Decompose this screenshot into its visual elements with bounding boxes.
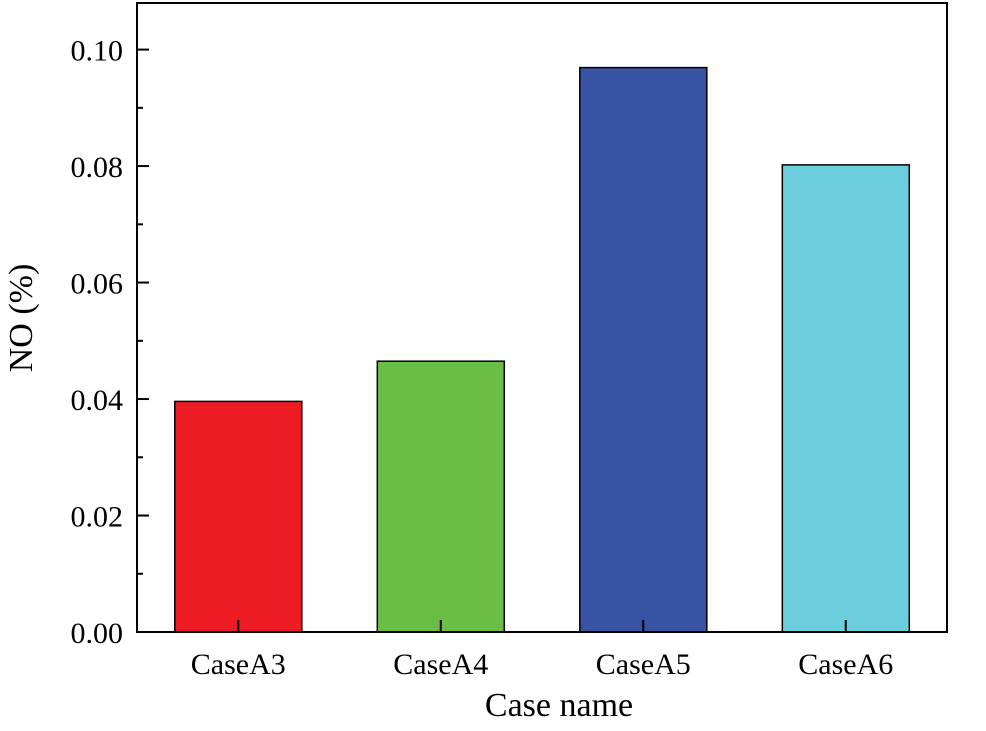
y-tick-label: 0.04 xyxy=(71,384,124,417)
y-tick-label: 0.08 xyxy=(71,151,124,184)
x-axis-title: Case name xyxy=(485,687,633,724)
bar-casea4 xyxy=(376,360,506,633)
bar-casea3 xyxy=(174,400,303,633)
bar-casea6 xyxy=(781,164,911,633)
y-tick-label: 0.02 xyxy=(71,501,124,534)
x-tick-label: CaseA6 xyxy=(798,648,893,681)
bar-casea5 xyxy=(579,66,708,633)
y-tick-label: 0.00 xyxy=(71,617,124,650)
y-axis-title: NO (%) xyxy=(3,264,40,373)
bars-layer xyxy=(174,66,911,633)
labels-layer: CaseA3 CaseA4 CaseA5 CaseA6 0.00 0.02 0.04 0.06… xyxy=(71,35,894,681)
y-tick-label: 0.10 xyxy=(71,35,124,68)
plot-frame xyxy=(136,2,948,633)
y-tick-label: 0.06 xyxy=(71,268,124,301)
x-tick-label: CaseA4 xyxy=(393,648,488,681)
x-tick-label: CaseA3 xyxy=(191,648,286,681)
x-tick-label: CaseA5 xyxy=(596,648,691,681)
